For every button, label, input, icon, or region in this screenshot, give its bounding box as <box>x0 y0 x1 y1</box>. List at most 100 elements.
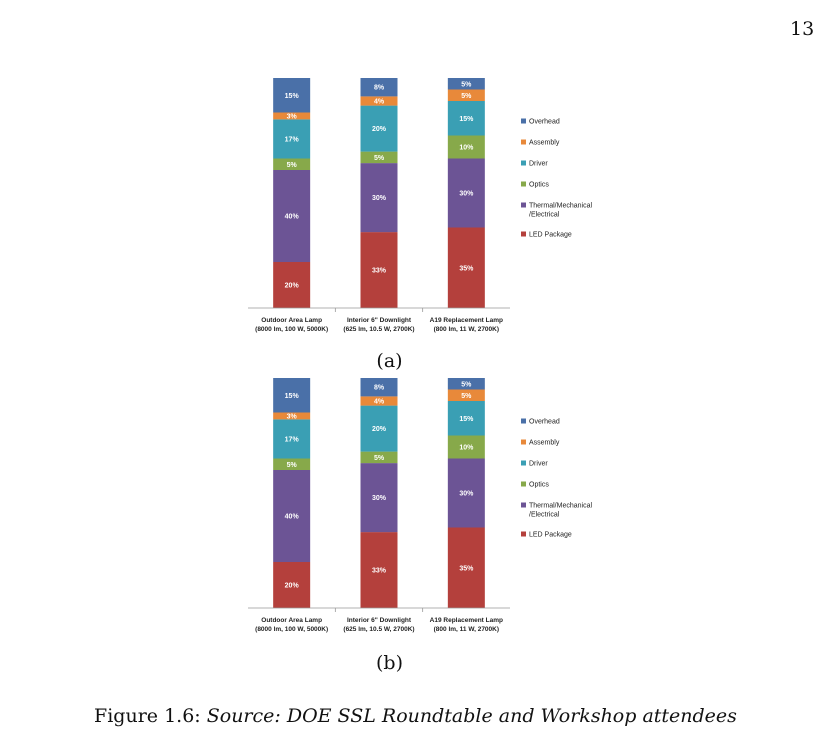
bar-thermal-mechanical-electrical-3 <box>447 158 485 228</box>
data-label-overhead-2: 8% <box>374 385 385 392</box>
data-label-led-package-2: 33% <box>372 568 387 575</box>
data-label-overhead-3: 5% <box>461 81 472 88</box>
bar-optics-1 <box>273 458 311 470</box>
bar-assembly-2 <box>360 96 398 106</box>
legend-label-overhead: Overhead <box>529 419 560 426</box>
legend-swatch-driver <box>521 460 526 466</box>
data-label-assembly-2: 4% <box>374 399 385 406</box>
subcaption-a: (a) <box>376 350 403 372</box>
data-label-overhead-3: 5% <box>461 381 472 388</box>
data-label-led-package-3: 35% <box>459 565 474 572</box>
data-label-overhead-1: 15% <box>285 93 300 100</box>
data-label-driver-2: 20% <box>372 426 387 433</box>
legend-label-thermal-mechanical-electrical-line2: /Electrical <box>529 212 560 219</box>
category-sublabel-3: (800 lm, 11 W, 2700K) <box>434 326 499 333</box>
legend-label-led-package: LED Package <box>529 232 572 239</box>
legend-label-overhead: Overhead <box>529 119 560 126</box>
legend-swatch-overhead <box>521 118 526 124</box>
bar-overhead-3 <box>447 78 485 90</box>
data-label-led-package-3: 35% <box>459 265 474 272</box>
bar-assembly-1 <box>273 112 311 120</box>
bar-driver-3 <box>447 401 485 436</box>
category-sublabel-1: (8000 lm, 100 W, 5000K) <box>255 326 328 333</box>
data-label-optics-2: 5% <box>374 455 385 462</box>
figure-caption: Figure 1.6: Source: DOE SSL Roundtable a… <box>0 705 831 727</box>
category-label-3: A19 Replacement Lamp <box>430 317 503 324</box>
data-label-optics-1: 5% <box>287 162 298 169</box>
legend-label-optics: Optics <box>529 182 549 189</box>
bar-thermal-mechanical-electrical-1 <box>273 170 311 262</box>
legend-swatch-assembly <box>521 139 526 145</box>
category-sublabel-2: (625 lm, 10.5 W, 2700K) <box>343 626 414 633</box>
bar-overhead-2 <box>360 78 398 97</box>
data-label-assembly-3: 5% <box>461 393 472 400</box>
bar-optics-1 <box>273 158 311 170</box>
data-label-thermal-mechanical-electrical-3: 30% <box>459 491 474 498</box>
data-label-thermal-mechanical-electrical-2: 30% <box>372 495 387 502</box>
legend-label-assembly: Assembly <box>529 140 560 147</box>
bar-driver-2 <box>360 105 398 152</box>
bar-driver-2 <box>360 405 398 452</box>
page-number: 13 <box>790 18 815 40</box>
data-label-led-package-1: 20% <box>285 583 300 590</box>
bar-overhead-3 <box>447 378 485 390</box>
legend-label-thermal-mechanical-electrical: Thermal/Mechanical <box>529 203 592 210</box>
legend-label-thermal-mechanical-electrical: Thermal/Mechanical <box>529 503 592 510</box>
data-label-optics-2: 5% <box>374 155 385 162</box>
bar-overhead-1 <box>273 78 311 113</box>
bar-thermal-mechanical-electrical-2 <box>360 463 398 533</box>
bar-led-package-2 <box>360 232 398 308</box>
bar-assembly-3 <box>447 389 485 401</box>
bar-thermal-mechanical-electrical-2 <box>360 163 398 233</box>
legend-swatch-optics <box>521 181 526 187</box>
category-label-1: Outdoor Area Lamp <box>261 617 322 624</box>
category-sublabel-1: (8000 lm, 100 W, 5000K) <box>255 626 328 633</box>
data-label-driver-3: 15% <box>459 116 474 123</box>
category-sublabel-2: (625 lm, 10.5 W, 2700K) <box>343 326 414 333</box>
caption-prefix: Figure 1.6: <box>94 705 207 727</box>
bar-thermal-mechanical-electrical-1 <box>273 470 311 562</box>
legend-label-driver: Driver <box>529 161 548 168</box>
data-label-driver-3: 15% <box>459 416 474 423</box>
data-label-thermal-mechanical-electrical-1: 40% <box>285 514 300 521</box>
caption-source: Source: DOE SSL Roundtable and Workshop … <box>206 705 737 727</box>
subcaption-b: (b) <box>376 652 403 674</box>
data-label-driver-1: 17% <box>285 436 300 443</box>
legend-swatch-thermal-mechanical-electrical <box>521 502 526 508</box>
bar-overhead-2 <box>360 378 398 397</box>
data-label-optics-3: 10% <box>459 145 474 152</box>
bar-thermal-mechanical-electrical-3 <box>447 458 485 528</box>
legend-label-driver: Driver <box>529 461 548 468</box>
legend-swatch-led-package <box>521 531 526 537</box>
data-label-assembly-2: 4% <box>374 99 385 106</box>
legend-swatch-thermal-mechanical-electrical <box>521 202 526 208</box>
bar-assembly-1 <box>273 412 311 420</box>
data-label-overhead-1: 15% <box>285 393 300 400</box>
bar-led-package-1 <box>273 262 311 308</box>
legend-swatch-assembly <box>521 439 526 445</box>
bar-driver-1 <box>273 119 311 159</box>
data-label-thermal-mechanical-electrical-2: 30% <box>372 195 387 202</box>
bar-optics-2 <box>360 451 398 464</box>
bar-optics-2 <box>360 151 398 164</box>
data-label-optics-3: 10% <box>459 445 474 452</box>
legend-swatch-optics <box>521 481 526 487</box>
data-label-led-package-2: 33% <box>372 268 387 275</box>
data-label-optics-1: 5% <box>287 462 298 469</box>
bar-optics-3 <box>447 135 485 159</box>
bar-led-package-3 <box>447 527 485 608</box>
legend-swatch-overhead <box>521 418 526 424</box>
category-sublabel-3: (800 lm, 11 W, 2700K) <box>434 626 499 633</box>
bar-overhead-1 <box>273 378 311 413</box>
data-label-overhead-2: 8% <box>374 85 385 92</box>
bar-led-package-1 <box>273 562 311 608</box>
data-label-thermal-mechanical-electrical-3: 30% <box>459 191 474 198</box>
stacked-bar-chart-a: 20% 40% 5% 17% 3% 15% Outdoor Area Lamp (8000 l… <box>248 78 592 333</box>
legend-label-thermal-mechanical-electrical-line2: /Electrical <box>529 512 560 519</box>
data-label-driver-1: 17% <box>285 136 300 143</box>
category-label-1: Outdoor Area Lamp <box>261 317 322 324</box>
data-label-assembly-3: 5% <box>461 93 472 100</box>
bar-driver-3 <box>447 101 485 136</box>
category-label-2: Interior 6" Downlight <box>347 317 412 324</box>
bar-assembly-3 <box>447 89 485 101</box>
